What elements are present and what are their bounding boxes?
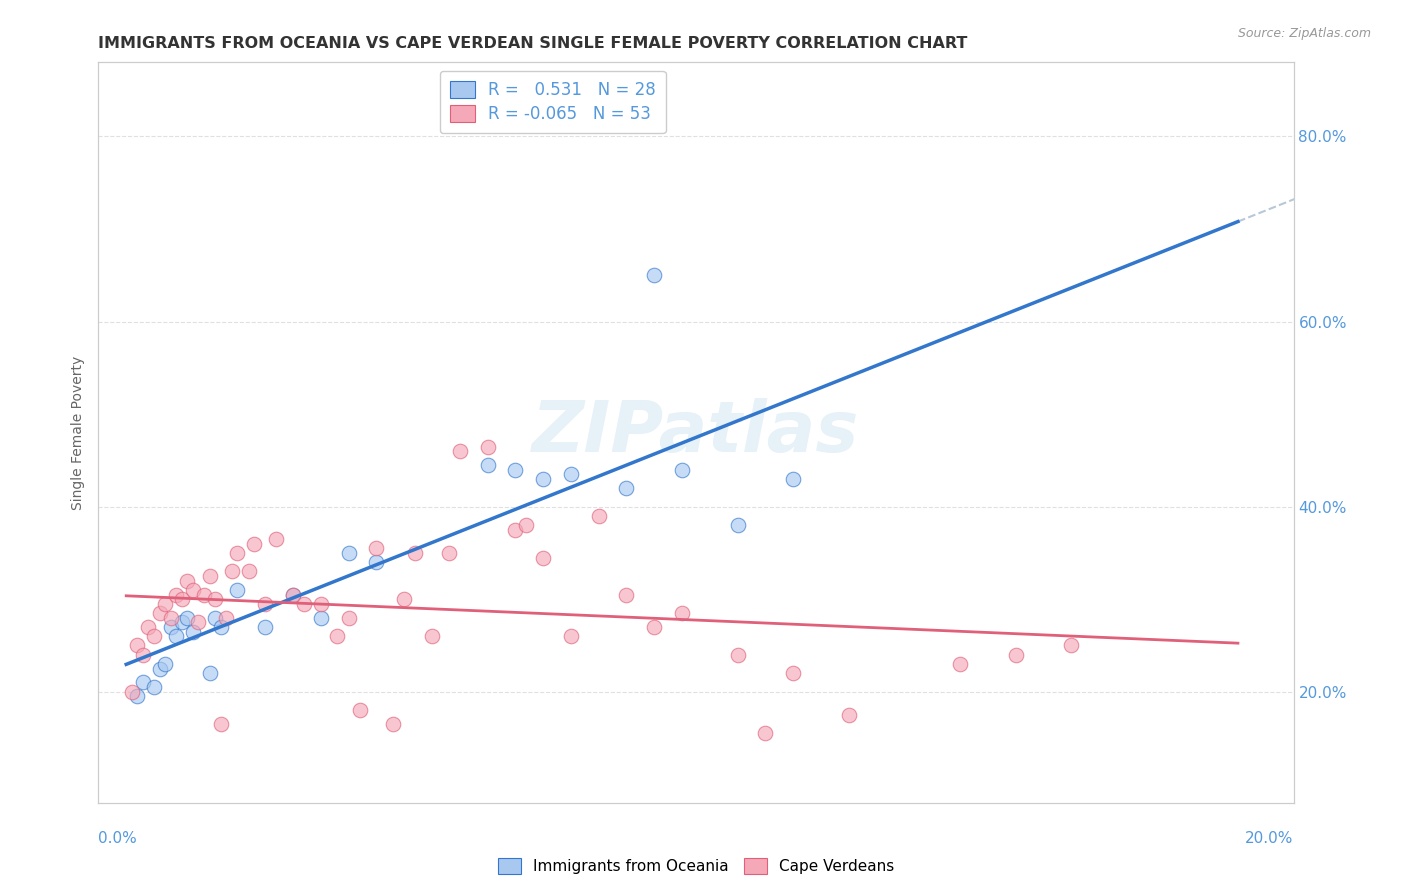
Point [215, 611, 238, 625]
Point [209, 717, 232, 731]
Point [1060, 639, 1083, 653]
Point [337, 611, 360, 625]
Point [121, 685, 143, 699]
Point [531, 472, 554, 486]
Point [477, 458, 499, 472]
Point [309, 597, 332, 611]
Point [153, 597, 176, 611]
Point [132, 648, 155, 662]
Point [204, 611, 226, 625]
Point [366, 541, 388, 556]
Point [420, 629, 443, 643]
Point [176, 574, 198, 588]
Point [165, 629, 187, 643]
Point [588, 508, 610, 523]
Point [671, 462, 693, 476]
Point [198, 666, 221, 681]
Point [209, 620, 232, 634]
Point [727, 648, 749, 662]
Point [404, 546, 426, 560]
Point [616, 481, 638, 495]
Point [254, 620, 277, 634]
Point [392, 592, 415, 607]
Point [437, 546, 460, 560]
Point [754, 726, 776, 740]
Point [337, 546, 360, 560]
Point [226, 546, 249, 560]
Point [505, 462, 527, 476]
Point [181, 624, 204, 639]
Point [127, 690, 149, 704]
Point [148, 606, 170, 620]
Point [560, 629, 582, 643]
Point [193, 588, 215, 602]
Point [643, 620, 665, 634]
Point [198, 569, 221, 583]
Point [349, 703, 371, 717]
Point [281, 588, 304, 602]
Point [671, 606, 693, 620]
Point [515, 518, 537, 533]
Point [238, 565, 260, 579]
Point [782, 666, 804, 681]
Point [226, 582, 249, 597]
Text: 20.0%: 20.0% [1246, 831, 1294, 846]
Point [531, 550, 554, 565]
Point [187, 615, 209, 630]
Point [560, 467, 582, 482]
Point [170, 592, 193, 607]
Legend: Immigrants from Oceania, Cape Verdeans: Immigrants from Oceania, Cape Verdeans [492, 852, 900, 880]
Y-axis label: Single Female Poverty: Single Female Poverty [72, 356, 86, 509]
Point [148, 662, 170, 676]
Point [838, 707, 860, 722]
Point [309, 611, 332, 625]
Text: Source: ZipAtlas.com: Source: ZipAtlas.com [1237, 27, 1371, 40]
Text: IMMIGRANTS FROM OCEANIA VS CAPE VERDEAN SINGLE FEMALE POVERTY CORRELATION CHART: IMMIGRANTS FROM OCEANIA VS CAPE VERDEAN … [98, 36, 967, 51]
Point [505, 523, 527, 537]
Point [727, 518, 749, 533]
Point [254, 597, 277, 611]
Point [281, 588, 304, 602]
Point [243, 537, 266, 551]
Point [181, 582, 204, 597]
Point [127, 639, 149, 653]
Point [366, 555, 388, 569]
Point [221, 565, 243, 579]
Point [153, 657, 176, 671]
Point [132, 675, 155, 690]
Point [477, 440, 499, 454]
Point [1004, 648, 1026, 662]
Point [143, 629, 166, 643]
Point [326, 629, 349, 643]
Point [159, 611, 181, 625]
Point [176, 611, 198, 625]
Point [170, 615, 193, 630]
Text: ZIPatlas: ZIPatlas [533, 398, 859, 467]
Point [616, 588, 638, 602]
Text: 0.0%: 0.0% [98, 831, 138, 846]
Point [949, 657, 972, 671]
Point [138, 620, 160, 634]
Point [159, 620, 181, 634]
Point [292, 597, 315, 611]
Point [165, 588, 187, 602]
Point [266, 532, 288, 546]
Point [643, 268, 665, 283]
Point [782, 472, 804, 486]
Point [143, 680, 166, 694]
Point [204, 592, 226, 607]
Point [449, 444, 471, 458]
Point [382, 717, 405, 731]
